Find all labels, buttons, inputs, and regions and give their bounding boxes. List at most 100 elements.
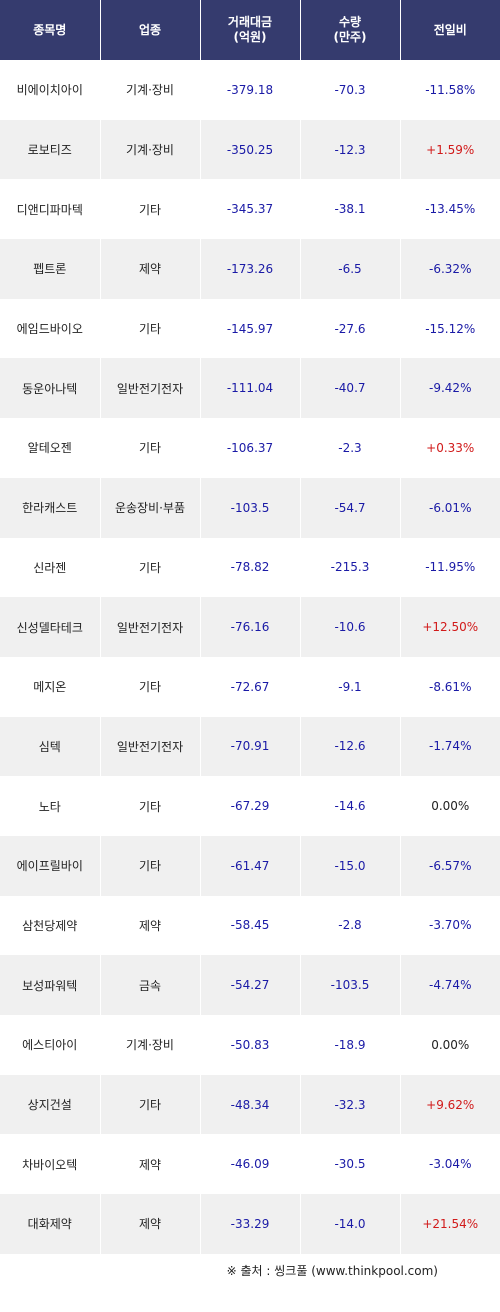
- table-body: 비에이치아이 기계·장비 -379.18 -70.3 -11.58% 로보티즈 기계·장비 -…: [0, 60, 500, 1254]
- table-row: 에스티아이 기계·장비 -50.83 -18.9 0.00%: [0, 1015, 500, 1075]
- table-row: 알테오젠 기타 -106.37 -2.3 +0.33%: [0, 418, 500, 478]
- table-row: 차바이오텍 제약 -46.09 -30.5 -3.04%: [0, 1134, 500, 1195]
- cell-name: 대화제약: [0, 1194, 101, 1254]
- cell-sector: 기타: [99, 776, 201, 836]
- cell-sector: 기타: [99, 298, 201, 359]
- cell-volume: -9.1: [299, 656, 401, 717]
- cell-amount: -350.25: [199, 119, 301, 180]
- cell-sector: 제약: [99, 1134, 201, 1195]
- cell-amount: -76.16: [199, 597, 301, 657]
- cell-amount: -48.34: [199, 1074, 301, 1135]
- cell-volume: -30.5: [299, 1134, 401, 1195]
- cell-change: -9.42%: [399, 358, 500, 419]
- table-row: 비에이치아이 기계·장비 -379.18 -70.3 -11.58%: [0, 60, 500, 120]
- cell-name: 신성델타테크: [0, 597, 101, 657]
- cell-volume: -103.5: [299, 955, 401, 1015]
- cell-sector: 기계·장비: [99, 1015, 201, 1075]
- table-row: 심텍 일반전기전자 -70.91 -12.6 -1.74%: [0, 716, 500, 777]
- table-row: 신성델타테크 일반전기전자 -76.16 -10.6 +12.50%: [0, 597, 500, 657]
- cell-name: 에이프릴바이: [0, 835, 101, 896]
- cell-name: 상지건설: [0, 1074, 101, 1135]
- cell-change: -13.45%: [399, 179, 500, 240]
- table-row: 노타 기타 -67.29 -14.6 0.00%: [0, 776, 500, 836]
- cell-volume: -32.3: [299, 1074, 401, 1135]
- table-row: 에이프릴바이 기타 -61.47 -15.0 -6.57%: [0, 835, 500, 896]
- header-sector: 업종: [99, 0, 201, 60]
- header-change: 전일비: [399, 0, 500, 60]
- cell-change: +1.59%: [399, 119, 500, 180]
- cell-change: -4.74%: [399, 955, 500, 1015]
- cell-volume: -2.8: [299, 895, 401, 956]
- cell-change: +21.54%: [399, 1194, 500, 1254]
- cell-amount: -379.18: [199, 60, 301, 120]
- cell-volume: -6.5: [299, 239, 401, 299]
- cell-name: 한라캐스트: [0, 477, 101, 538]
- table-row: 상지건설 기타 -48.34 -32.3 +9.62%: [0, 1074, 500, 1135]
- cell-amount: -72.67: [199, 656, 301, 717]
- cell-volume: -38.1: [299, 179, 401, 240]
- cell-change: +9.62%: [399, 1074, 500, 1135]
- table-row: 한라캐스트 운송장비·부품 -103.5 -54.7 -6.01%: [0, 477, 500, 538]
- cell-change: 0.00%: [399, 1015, 500, 1075]
- cell-name: 로보티즈: [0, 119, 101, 180]
- cell-volume: -18.9: [299, 1015, 401, 1075]
- cell-change: -11.58%: [399, 60, 500, 120]
- cell-volume: -2.3: [299, 418, 401, 478]
- cell-amount: -111.04: [199, 358, 301, 419]
- cell-sector: 일반전기전자: [99, 716, 201, 777]
- table-row: 삼천당제약 제약 -58.45 -2.8 -3.70%: [0, 895, 500, 956]
- table-row: 메지온 기타 -72.67 -9.1 -8.61%: [0, 656, 500, 717]
- cell-amount: -106.37: [199, 418, 301, 478]
- table-row: 펩트론 제약 -173.26 -6.5 -6.32%: [0, 239, 500, 299]
- cell-sector: 금속: [99, 955, 201, 1015]
- cell-sector: 제약: [99, 895, 201, 956]
- cell-name: 펩트론: [0, 239, 101, 299]
- cell-amount: -58.45: [199, 895, 301, 956]
- source-note: ※ 출처 : 씽크풀 (www.thinkpool.com): [226, 1264, 438, 1278]
- header-amount: 거래대금 (억원): [199, 0, 301, 60]
- cell-volume: -14.6: [299, 776, 401, 836]
- cell-name: 알테오젠: [0, 418, 101, 478]
- cell-change: -11.95%: [399, 537, 500, 598]
- cell-name: 메지온: [0, 656, 101, 717]
- cell-sector: 일반전기전자: [99, 358, 201, 419]
- cell-amount: -67.29: [199, 776, 301, 836]
- cell-name: 에임드바이오: [0, 298, 101, 359]
- table-row: 보성파워텍 금속 -54.27 -103.5 -4.74%: [0, 955, 500, 1015]
- cell-sector: 운송장비·부품: [99, 477, 201, 538]
- cell-sector: 제약: [99, 1194, 201, 1254]
- table-row: 신라젠 기타 -78.82 -215.3 -11.95%: [0, 537, 500, 598]
- cell-name: 차바이오텍: [0, 1134, 101, 1195]
- cell-volume: -70.3: [299, 60, 401, 120]
- table-row: 디앤디파마텍 기타 -345.37 -38.1 -13.45%: [0, 179, 500, 240]
- cell-amount: -61.47: [199, 835, 301, 896]
- cell-volume: -54.7: [299, 477, 401, 538]
- cell-change: +12.50%: [399, 597, 500, 657]
- header-volume: 수량 (만주): [299, 0, 401, 60]
- table-row: 에임드바이오 기타 -145.97 -27.6 -15.12%: [0, 298, 500, 359]
- cell-name: 노타: [0, 776, 101, 836]
- cell-volume: -215.3: [299, 537, 401, 598]
- cell-name: 삼천당제약: [0, 895, 101, 956]
- header-name: 종목명: [0, 0, 101, 60]
- cell-amount: -54.27: [199, 955, 301, 1015]
- table-row: 로보티즈 기계·장비 -350.25 -12.3 +1.59%: [0, 119, 500, 180]
- cell-change: 0.00%: [399, 776, 500, 836]
- cell-sector: 기계·장비: [99, 60, 201, 120]
- cell-amount: -103.5: [199, 477, 301, 538]
- table-row: 동운아나텍 일반전기전자 -111.04 -40.7 -9.42%: [0, 358, 500, 419]
- cell-name: 심텍: [0, 716, 101, 777]
- cell-name: 신라젠: [0, 537, 101, 598]
- stock-table-container: 종목명 업종 거래대금 (억원) 수량 (만주) 전일비 비에이치아이 기계·장비 -3…: [0, 0, 500, 1278]
- cell-sector: 일반전기전자: [99, 597, 201, 657]
- stock-table: 종목명 업종 거래대금 (억원) 수량 (만주) 전일비 비에이치아이 기계·장비 -3…: [0, 0, 500, 1254]
- table-header-row: 종목명 업종 거래대금 (억원) 수량 (만주) 전일비: [0, 0, 500, 60]
- cell-amount: -70.91: [199, 716, 301, 777]
- cell-sector: 기타: [99, 656, 201, 717]
- cell-volume: -12.6: [299, 716, 401, 777]
- cell-name: 동운아나텍: [0, 358, 101, 419]
- cell-volume: -27.6: [299, 298, 401, 359]
- cell-sector: 기타: [99, 835, 201, 896]
- cell-change: -1.74%: [399, 716, 500, 777]
- cell-volume: -14.0: [299, 1194, 401, 1254]
